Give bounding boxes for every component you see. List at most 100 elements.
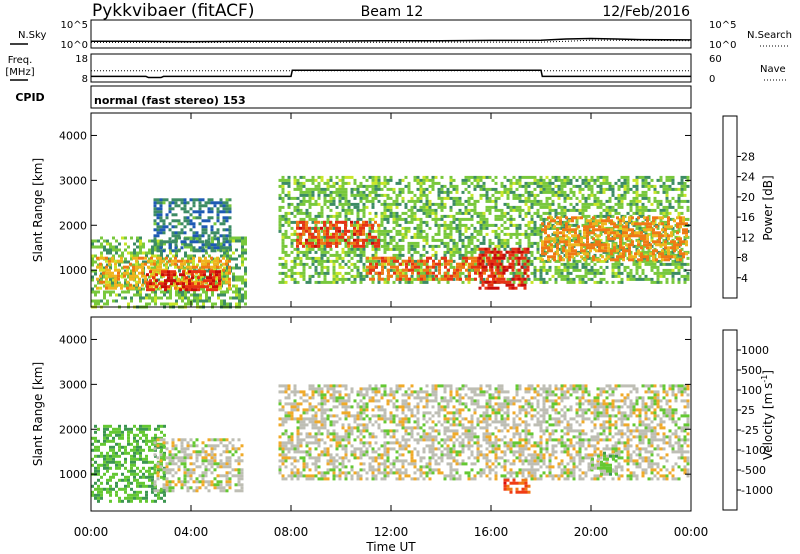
heatmap-cell <box>550 237 553 241</box>
heatmap-cell <box>380 223 384 227</box>
heatmap-cell <box>602 208 606 212</box>
heatmap-cell <box>658 231 661 235</box>
heatmap-cell <box>428 208 432 212</box>
heatmap-cell <box>129 283 132 287</box>
heatmap-cell <box>659 244 663 248</box>
heatmap-cell <box>191 273 194 277</box>
heatmap-cell <box>608 238 612 242</box>
heatmap-cell <box>487 262 491 266</box>
heatmap-cell <box>446 247 450 251</box>
heatmap-cell <box>377 247 381 251</box>
heatmap-cell <box>539 232 543 236</box>
heatmap-cell <box>587 202 591 206</box>
heatmap-cell <box>668 184 672 188</box>
heatmap-cell <box>365 193 369 197</box>
heatmap-cell <box>195 249 199 253</box>
heatmap-cell <box>165 240 169 244</box>
heatmap-cell <box>557 190 561 194</box>
heatmap-cell <box>449 208 453 212</box>
heatmap-cell <box>599 259 603 263</box>
heatmap-cell <box>232 296 235 300</box>
heatmap-cell <box>568 246 571 250</box>
heatmap-cell <box>647 175 651 179</box>
heatmap-cell <box>497 244 501 248</box>
heatmap-cell <box>649 252 652 256</box>
heatmap-cell <box>533 274 537 278</box>
heatmap-cell <box>523 262 527 266</box>
heatmap-cell <box>314 238 318 242</box>
heatmap-cell <box>456 271 459 275</box>
heatmap-cell <box>200 273 203 277</box>
heatmap-cell <box>109 245 112 249</box>
heatmap-cell <box>323 223 326 227</box>
heatmap-cell <box>521 271 525 275</box>
heatmap-cell <box>411 271 414 275</box>
heatmap-cell <box>416 235 420 239</box>
heatmap-cell <box>320 229 324 233</box>
heatmap-cell <box>218 276 221 280</box>
heatmap-cell <box>144 256 147 260</box>
heatmap-cell <box>356 271 360 275</box>
heatmap-cell <box>500 268 504 272</box>
heatmap-cell <box>173 273 176 277</box>
heatmap-cell <box>350 223 353 227</box>
heatmap-cell <box>359 232 362 236</box>
heatmap-cell <box>238 290 241 294</box>
heatmap-cell <box>225 219 229 223</box>
heatmap-cell <box>631 255 634 259</box>
heatmap-cell <box>565 228 568 232</box>
heatmap-cell <box>568 225 571 229</box>
heatmap-cell <box>470 277 474 281</box>
heatmap-cell <box>420 277 423 281</box>
heatmap-cell <box>344 271 348 275</box>
heatmap-cell <box>189 198 193 202</box>
heatmap-cell <box>425 235 429 239</box>
heatmap-cell <box>625 228 628 232</box>
heatmap-cell <box>548 196 552 200</box>
heatmap-cell <box>667 222 670 226</box>
heatmap-cell <box>338 241 341 245</box>
heatmap-cell <box>629 202 633 206</box>
heatmap-cell <box>467 226 471 230</box>
heatmap-cell <box>170 270 173 274</box>
heatmap-cell <box>509 235 513 239</box>
heatmap-cell <box>649 243 652 247</box>
heatmap-cell <box>320 265 324 269</box>
heatmap-cell <box>178 236 181 240</box>
heatmap-cell <box>338 235 341 239</box>
heatmap-cell <box>563 205 567 209</box>
heatmap-cell <box>622 216 625 220</box>
heatmap-cell <box>683 280 687 284</box>
heatmap-cell <box>638 259 642 263</box>
heatmap-cell <box>500 223 504 227</box>
heatmap-cell <box>308 274 312 278</box>
heatmap-cell <box>99 286 102 290</box>
heatmap-cell <box>225 240 229 244</box>
heatmap-cell <box>644 277 648 281</box>
heatmap-cell <box>584 259 588 263</box>
heatmap-cell <box>547 258 550 262</box>
heatmap-cell <box>665 262 669 266</box>
heatmap-cell <box>542 190 546 194</box>
heatmap-cell <box>341 190 345 194</box>
heatmap-cell <box>109 290 112 294</box>
heatmap-cell <box>404 271 408 275</box>
heatmap-cell <box>410 199 414 203</box>
heatmap-cell <box>162 228 166 232</box>
heatmap-cell <box>611 205 615 209</box>
heatmap-cell <box>470 196 474 200</box>
heatmap-cell <box>407 187 411 191</box>
heatmap-cell <box>129 262 132 266</box>
heatmap-cell <box>668 271 672 275</box>
heatmap-cell <box>356 220 359 224</box>
heatmap-cell <box>169 257 172 261</box>
heatmap-cell <box>383 280 387 284</box>
heatmap-cell <box>293 181 297 185</box>
heatmap-cell <box>205 293 208 297</box>
heatmap-cell <box>189 207 193 211</box>
heatmap-cell <box>656 274 660 278</box>
heatmap-cell <box>344 187 348 191</box>
heatmap-cell <box>160 254 163 258</box>
heatmap-cell <box>386 241 390 245</box>
heatmap-cell <box>216 213 220 217</box>
